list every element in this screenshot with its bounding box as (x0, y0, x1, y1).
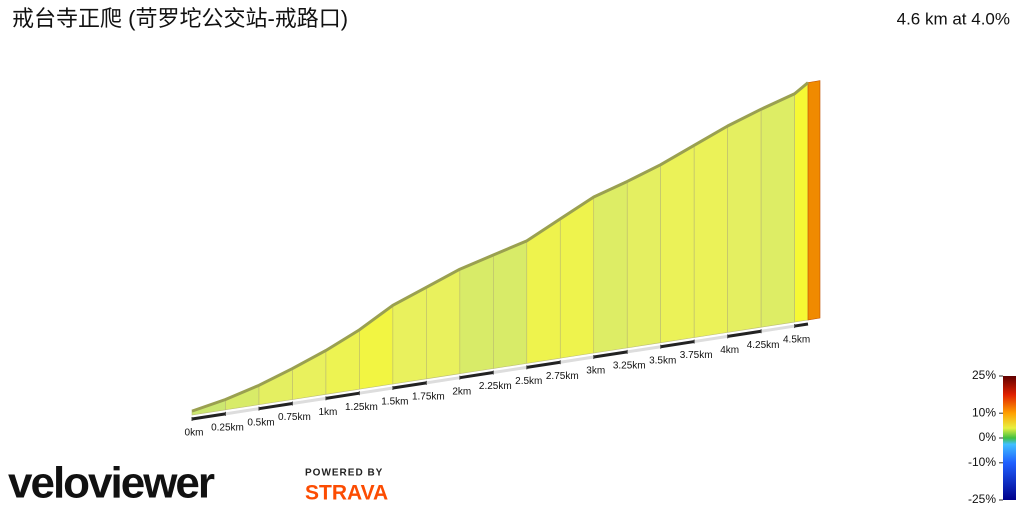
colorbar-label: -25% (968, 492, 996, 506)
axis-segment (794, 322, 809, 328)
profile-segment (526, 218, 561, 364)
axis-segment (593, 350, 628, 359)
axis-segment (526, 360, 561, 369)
x-tick-label: 0.5km (247, 417, 274, 428)
x-tick-label: 2.5km (515, 376, 542, 387)
colorbar (1003, 376, 1016, 500)
x-tick-label: 4.5km (783, 335, 810, 346)
colorbar-label: 10% (972, 405, 996, 419)
x-tick-label: 2km (452, 386, 471, 397)
x-tick-label: 0.25km (211, 422, 244, 433)
brand-logo: veloviewer (8, 459, 215, 508)
axis-segment (191, 412, 226, 421)
axis-segment (626, 345, 661, 354)
axis-segment (225, 407, 260, 416)
axis-segment (493, 365, 528, 375)
powered-by: POWERED BY (305, 468, 383, 479)
x-tick-label: 4.25km (747, 340, 780, 351)
axis-segment (760, 324, 795, 333)
chart-subtitle: 4.6 km at 4.0% (897, 9, 1010, 28)
profile-segment (459, 254, 494, 375)
x-tick-label: 3.25km (613, 361, 646, 372)
profile-segment (258, 368, 293, 406)
x-tick-label: 2.75km (546, 371, 579, 382)
axis-segment (693, 334, 728, 344)
axis-segment (359, 386, 394, 395)
axis-segment (459, 371, 494, 380)
profile-segment (794, 82, 809, 323)
x-tick-label: 3km (586, 366, 605, 377)
profile-segment (559, 196, 595, 359)
strava-logo: STRAVA (305, 482, 388, 505)
x-tick-label: 1.75km (412, 391, 445, 402)
profile-segment (660, 144, 695, 344)
axis-segment (660, 340, 695, 349)
x-tick-label: 0km (185, 428, 204, 439)
x-tick-label: 1km (318, 407, 337, 418)
x-tick-label: 3.75km (680, 350, 713, 361)
x-tick-label: 4km (720, 345, 739, 356)
profile-segment (593, 181, 628, 354)
profile-end (807, 80, 821, 321)
profile-segment (760, 93, 795, 328)
profile-segment (626, 164, 661, 349)
colorbar-label: -10% (968, 455, 996, 469)
colorbar-label: 25% (972, 368, 996, 382)
axis-segment (426, 376, 461, 385)
axis-segment (392, 381, 427, 390)
x-tick-label: 2.25km (479, 381, 512, 392)
profile-segment (727, 108, 762, 333)
axis-segment (258, 402, 293, 411)
axis-segment (727, 329, 762, 338)
axis-segment (292, 396, 327, 405)
x-tick-label: 3.5km (649, 355, 676, 366)
colorbar-label: 0% (979, 430, 997, 444)
profile-segment (493, 240, 528, 369)
x-tick-label: 0.75km (278, 412, 311, 423)
axis-segment (560, 355, 594, 364)
chart-title: 戒台寺正爬 (苛罗坨公交站-戒路口) (12, 6, 348, 31)
x-tick-label: 1.5km (381, 397, 408, 408)
x-tick-label: 1.25km (345, 402, 378, 413)
axis-segment (325, 391, 360, 400)
profile-line (191, 81, 809, 413)
profile-segment (693, 125, 728, 338)
